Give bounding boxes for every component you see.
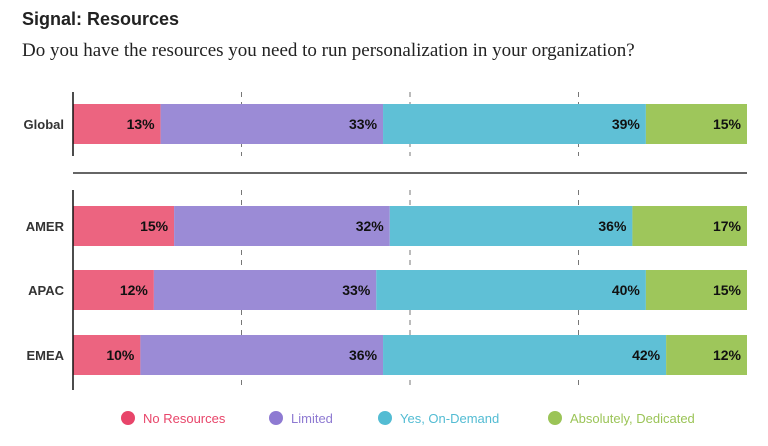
bar-segment bbox=[73, 335, 141, 375]
data-label: 10% bbox=[106, 347, 135, 363]
bar-segment bbox=[140, 335, 384, 375]
data-label: 36% bbox=[598, 218, 627, 234]
data-label: 36% bbox=[349, 347, 378, 363]
bar-segment bbox=[645, 270, 747, 310]
bar-segment bbox=[632, 206, 747, 246]
data-label: 15% bbox=[713, 116, 742, 132]
bar-segment bbox=[153, 270, 377, 310]
data-label: 12% bbox=[713, 347, 742, 363]
legend-marker bbox=[269, 411, 283, 425]
legend-marker bbox=[378, 411, 392, 425]
legend-label: No Resources bbox=[143, 411, 226, 426]
legend-label: Absolutely, Dedicated bbox=[570, 411, 695, 426]
category-label: EMEA bbox=[26, 348, 64, 363]
bar-segment bbox=[73, 270, 154, 310]
bar-segment bbox=[645, 104, 747, 144]
category-label: APAC bbox=[28, 283, 64, 298]
legend-label: Limited bbox=[291, 411, 333, 426]
bar-segment bbox=[383, 104, 646, 144]
data-label: 42% bbox=[632, 347, 661, 363]
data-label: 13% bbox=[127, 116, 156, 132]
data-label: 17% bbox=[713, 218, 742, 234]
data-label: 40% bbox=[612, 282, 641, 298]
bar-segment bbox=[73, 104, 161, 144]
chart-subtitle: Do you have the resources you need to ru… bbox=[22, 40, 635, 61]
bar-segment bbox=[174, 206, 390, 246]
bar-segment bbox=[376, 270, 646, 310]
category-label: Global bbox=[24, 117, 64, 132]
data-label: 39% bbox=[612, 116, 641, 132]
data-label: 15% bbox=[140, 218, 169, 234]
category-label: AMER bbox=[26, 219, 65, 234]
data-label: 32% bbox=[356, 218, 385, 234]
legend-label: Yes, On-Demand bbox=[400, 411, 499, 426]
data-label: 12% bbox=[120, 282, 149, 298]
data-label: 15% bbox=[713, 282, 742, 298]
chart-title: Signal: Resources bbox=[22, 9, 180, 29]
bar-segment bbox=[160, 104, 384, 144]
bar-segment bbox=[73, 206, 175, 246]
bar-segment bbox=[383, 335, 667, 375]
bar-segment bbox=[666, 335, 747, 375]
data-label: 33% bbox=[342, 282, 371, 298]
legend-marker bbox=[121, 411, 135, 425]
legend-marker bbox=[548, 411, 562, 425]
bar-segment bbox=[389, 206, 633, 246]
data-label: 33% bbox=[349, 116, 378, 132]
